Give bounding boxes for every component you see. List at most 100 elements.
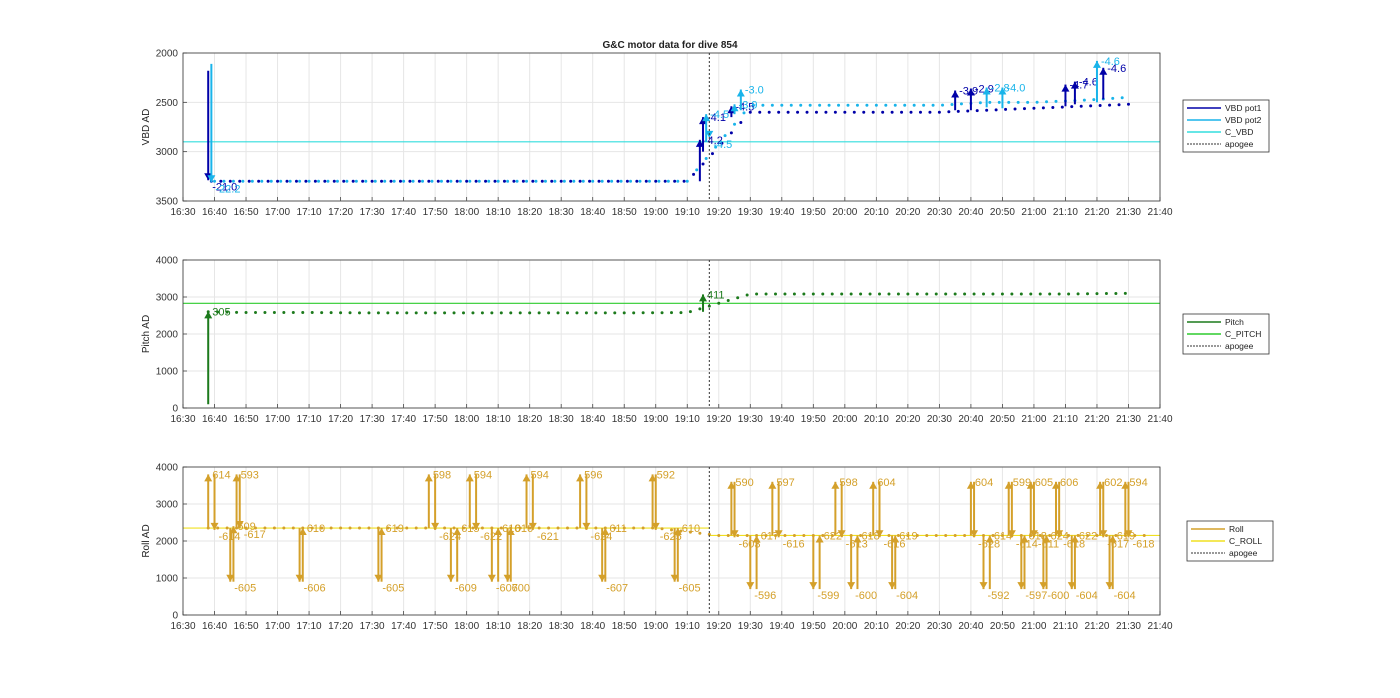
move-arrowhead xyxy=(982,87,991,95)
data-point xyxy=(641,311,645,315)
data-point xyxy=(405,311,409,315)
data-point xyxy=(843,110,847,114)
data-point xyxy=(710,152,714,156)
data-point xyxy=(915,533,919,537)
move-arrowhead xyxy=(1108,535,1117,543)
move-label: 305 xyxy=(212,306,230,318)
data-point xyxy=(660,311,664,315)
data-point xyxy=(874,103,878,107)
data-point xyxy=(225,310,229,314)
move-arrowhead xyxy=(774,530,783,538)
data-point xyxy=(956,109,960,113)
move-arrowhead xyxy=(1092,60,1101,68)
y-tick-label: 2000 xyxy=(156,49,179,60)
x-tick-label: 16:50 xyxy=(234,207,259,218)
data-point xyxy=(688,310,692,314)
data-point xyxy=(934,533,938,537)
data-point xyxy=(272,311,276,315)
move-arrowhead xyxy=(204,173,213,181)
move-label: 590 xyxy=(735,477,753,489)
move-label: 592 xyxy=(657,469,675,481)
data-point xyxy=(521,179,525,183)
move-label: 611 xyxy=(609,523,627,535)
x-tick-label: 16:30 xyxy=(170,414,195,425)
data-point xyxy=(814,110,818,114)
move-arrowhead xyxy=(295,574,304,582)
data-point xyxy=(1086,533,1090,537)
data-point xyxy=(729,131,733,135)
x-tick-label: 17:20 xyxy=(328,621,353,632)
data-point xyxy=(310,526,314,530)
x-tick-label: 21:30 xyxy=(1116,207,1141,218)
data-point xyxy=(849,292,853,296)
data-point xyxy=(997,100,1001,104)
data-point xyxy=(244,311,248,315)
data-point xyxy=(670,311,673,315)
data-point xyxy=(613,311,617,315)
move-label: -599 xyxy=(817,590,839,602)
x-tick-label: 17:30 xyxy=(360,207,385,218)
data-point xyxy=(487,179,491,183)
move-label: 593 xyxy=(241,469,259,481)
data-point xyxy=(1057,292,1061,296)
data-point xyxy=(250,179,254,183)
x-tick-label: 18:10 xyxy=(486,414,511,425)
x-tick-label: 18:00 xyxy=(454,414,479,425)
move-arrowhead xyxy=(730,530,739,538)
data-point xyxy=(575,311,579,315)
move-arrowhead xyxy=(453,528,462,536)
data-point xyxy=(348,311,352,315)
data-point xyxy=(796,110,800,114)
move-arrowhead xyxy=(670,574,679,582)
y-tick-label: 2500 xyxy=(156,98,179,109)
x-tick-label: 21:00 xyxy=(1021,207,1046,218)
data-point xyxy=(1045,100,1049,104)
move-arrowhead xyxy=(1121,481,1130,489)
x-tick-label: 17:00 xyxy=(265,207,290,218)
x-tick-label: 21:30 xyxy=(1116,414,1141,425)
data-point xyxy=(446,179,450,183)
data-point xyxy=(439,179,443,183)
data-point xyxy=(1142,533,1146,537)
data-point xyxy=(408,179,412,183)
data-point xyxy=(335,179,339,183)
data-point xyxy=(512,179,516,183)
data-point xyxy=(698,307,702,311)
data-point xyxy=(471,311,475,315)
data-point xyxy=(726,299,730,303)
data-point xyxy=(392,179,396,183)
y-axis-label: Roll AD xyxy=(141,524,152,557)
move-arrowhead xyxy=(966,481,975,489)
x-tick-label: 21:40 xyxy=(1147,207,1172,218)
move-arrowhead xyxy=(736,89,745,97)
data-point xyxy=(562,179,566,183)
x-tick-label: 17:10 xyxy=(297,414,322,425)
data-point xyxy=(865,103,869,107)
x-tick-label: 21:20 xyxy=(1084,621,1109,632)
data-point xyxy=(736,296,740,300)
data-point xyxy=(528,311,532,315)
data-point xyxy=(761,103,765,107)
move-arrowhead xyxy=(847,582,856,590)
data-point xyxy=(774,533,778,537)
data-point xyxy=(398,179,402,183)
data-point xyxy=(298,179,302,183)
move-arrowhead xyxy=(1055,530,1064,538)
figure-title: G&C motor data for dive 854 xyxy=(602,40,737,51)
move-arrowhead xyxy=(1004,481,1013,489)
x-tick-label: 20:20 xyxy=(895,621,920,632)
x-tick-label: 17:40 xyxy=(391,414,416,425)
x-tick-label: 20:00 xyxy=(832,621,857,632)
data-point xyxy=(449,179,453,183)
x-tick-label: 19:10 xyxy=(675,414,700,425)
data-point xyxy=(944,533,948,537)
data-point xyxy=(723,134,727,138)
move-label: -2.8 xyxy=(991,83,1010,95)
data-point xyxy=(704,156,708,160)
plot-area xyxy=(183,53,1160,201)
data-point xyxy=(622,311,626,315)
data-point xyxy=(928,110,932,114)
move-arrowhead xyxy=(601,528,610,536)
move-arrowhead xyxy=(752,535,761,543)
data-point xyxy=(339,526,343,530)
